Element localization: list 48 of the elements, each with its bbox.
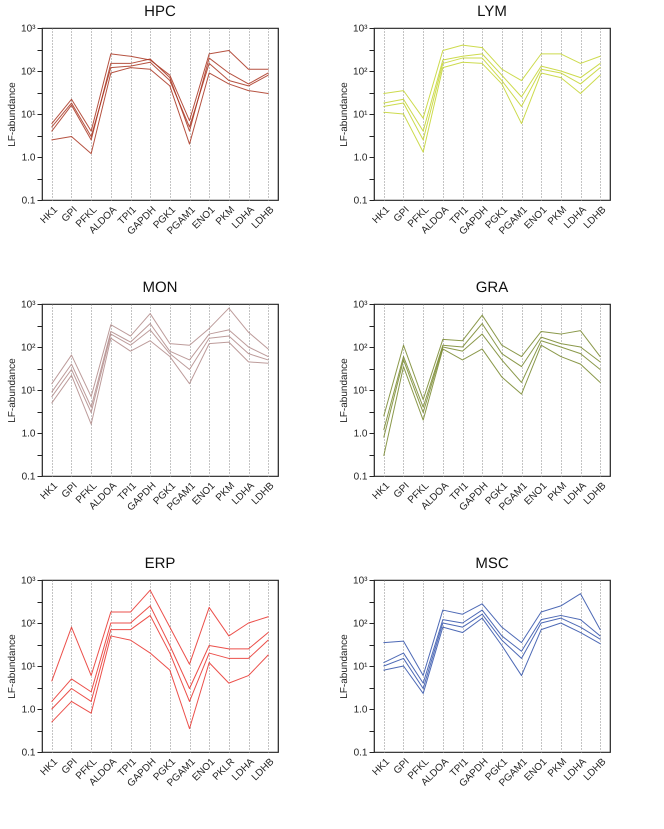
y-tick-label: 10²	[21, 618, 36, 630]
y-tick-label: 1.0	[354, 704, 368, 716]
y-tick-label: 0.1	[354, 748, 368, 758]
y-tick-label: 10¹	[21, 662, 36, 672]
y-tick-label: 10¹	[21, 110, 36, 120]
y-axis-title: LF-abundance	[7, 634, 18, 699]
x-tick-label: HK1	[38, 756, 60, 778]
y-tick-label: 10²	[21, 342, 36, 354]
y-tick-label: 0.1	[22, 748, 36, 758]
chart-title: LYM	[477, 3, 507, 20]
y-axis-title: LF-abundance	[7, 82, 18, 147]
y-tick-label: 10³	[21, 576, 36, 586]
y-tick-label: 0.1	[354, 196, 368, 206]
chart-title: MON	[142, 279, 178, 296]
y-tick-label: 1.0	[22, 428, 36, 440]
x-tick-label: HK1	[370, 756, 392, 778]
y-axis-title: LF-abundance	[339, 358, 350, 423]
y-tick-label: 10²	[353, 618, 368, 630]
x-tick-label: HK1	[38, 204, 60, 226]
chart-title: MSC	[475, 555, 509, 572]
y-tick-label: 10¹	[353, 110, 368, 120]
y-tick-label: 10²	[353, 66, 368, 78]
y-tick-label: 10²	[21, 66, 36, 78]
x-tick-label: HK1	[38, 480, 60, 502]
y-tick-label: 10³	[353, 576, 368, 586]
y-tick-label: 1.0	[354, 152, 368, 164]
y-axis-title: LF-abundance	[339, 634, 350, 699]
y-tick-label: 1.0	[354, 428, 368, 440]
y-tick-label: 0.1	[22, 472, 36, 482]
y-tick-label: 10²	[353, 342, 368, 354]
y-tick-label: 1.0	[22, 704, 36, 716]
y-tick-label: 0.1	[22, 196, 36, 206]
y-axis-title: LF-abundance	[7, 358, 18, 423]
chart-title: GRA	[476, 279, 508, 296]
y-tick-label: 10³	[21, 24, 36, 34]
y-tick-label: 0.1	[354, 472, 368, 482]
y-tick-label: 1.0	[22, 152, 36, 164]
x-tick-label: HK1	[370, 480, 392, 502]
y-tick-label: 10³	[353, 24, 368, 34]
y-tick-label: 10¹	[21, 386, 36, 396]
chart-title: HPC	[144, 3, 176, 20]
y-axis-title: LF-abundance	[339, 82, 350, 147]
chart-title: ERP	[144, 555, 176, 572]
x-tick-label: HK1	[370, 204, 392, 226]
y-tick-label: 10³	[21, 300, 36, 310]
y-tick-label: 10³	[353, 300, 368, 310]
y-tick-label: 10¹	[353, 386, 368, 396]
y-tick-label: 10¹	[353, 662, 368, 672]
